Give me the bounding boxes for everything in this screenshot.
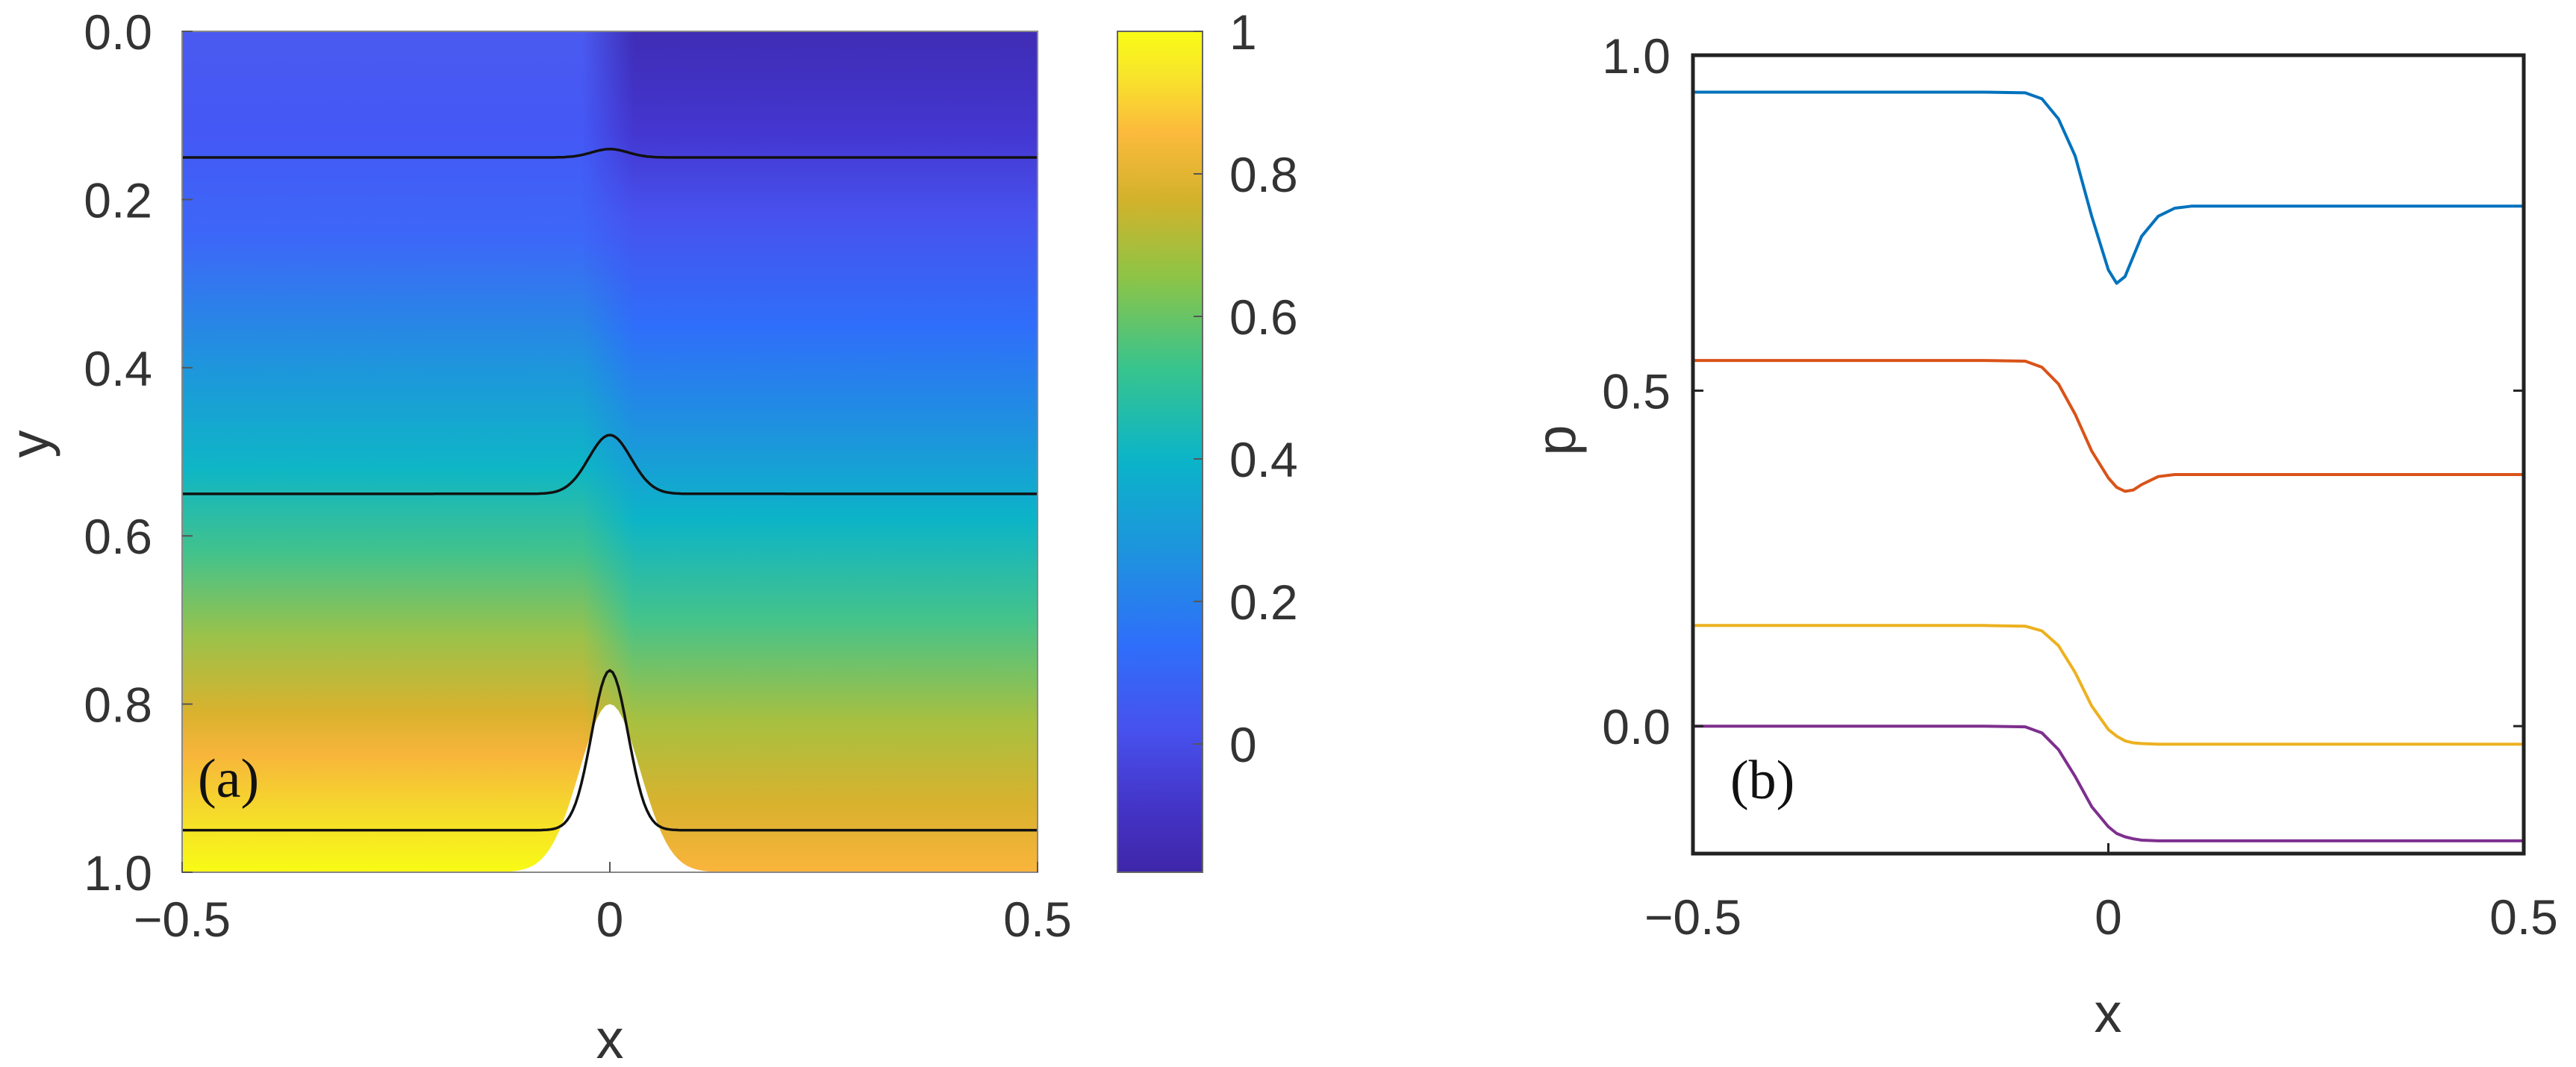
y-tick-label: 0.8 xyxy=(84,678,152,733)
heatmap xyxy=(182,31,1038,872)
y-axis-label-b: p xyxy=(1525,425,1587,455)
series-line xyxy=(1693,90,2524,285)
colorbar-tick-label: 0 xyxy=(1229,717,1257,772)
obstacle-shape xyxy=(182,704,1038,872)
y-tick-label: 1.0 xyxy=(1602,28,1671,84)
plot-area-b xyxy=(1693,55,2524,854)
x-tick-label: 0 xyxy=(2095,889,2122,945)
x-axis-ticks-b: −0.5 0 0.5 xyxy=(1644,843,2558,945)
colorbar-gradient xyxy=(1117,31,1203,873)
y-tick-label: 0.0 xyxy=(1602,699,1671,754)
series-line xyxy=(1693,624,2524,746)
contour-lines xyxy=(182,148,1038,832)
colorbar: 1 0.8 0.6 0.4 0.2 0 xyxy=(1117,4,1298,873)
x-tick-label: 0 xyxy=(596,892,624,947)
colorbar-tick-label: 0.6 xyxy=(1229,290,1298,345)
colorbar-tick-label: 1 xyxy=(1229,4,1257,60)
y-tick-label: 0.6 xyxy=(84,509,152,564)
series-line xyxy=(1693,725,2524,842)
y-tick-label: 0.5 xyxy=(1602,364,1671,419)
y-axis-ticks: 0.0 0.2 0.4 0.6 0.8 1.0 xyxy=(84,4,193,901)
panel-label-a: (a) xyxy=(198,748,259,810)
y-tick-label: 0.4 xyxy=(84,341,152,396)
y-axis-label: y xyxy=(0,431,60,458)
line-series xyxy=(1693,90,2524,842)
contour-line xyxy=(182,434,1038,495)
panel-b: −0.5 0 0.5 0.0 0.5 1.0 x p (b) xyxy=(1525,28,2558,1044)
colorbar-tick-label: 0.8 xyxy=(1229,147,1298,202)
x-tick-label: 0.5 xyxy=(1003,892,1072,947)
y-tick-label: 1.0 xyxy=(84,845,152,901)
x-axis-label: x xyxy=(596,1008,624,1067)
x-tick-label: 0.5 xyxy=(2489,889,2558,945)
panel-a: −0.5 0 0.5 0.0 0.2 0.4 0.6 0.8 1.0 x y (a) xyxy=(0,4,1072,1067)
series-line xyxy=(1693,359,2524,493)
contour-line xyxy=(182,148,1038,159)
y-axis-ticks-b: 0.0 0.5 1.0 xyxy=(1602,28,2524,754)
x-tick-label: −0.5 xyxy=(1644,889,1741,945)
x-axis-label-b: x xyxy=(2095,982,2122,1044)
x-axis-ticks: −0.5 0 0.5 xyxy=(134,862,1072,947)
x-tick-label: −0.5 xyxy=(134,892,231,947)
y-tick-label: 0.0 xyxy=(84,4,152,60)
colorbar-tick-label: 0.4 xyxy=(1229,432,1298,487)
panel-label-b: (b) xyxy=(1730,750,1794,811)
colorbar-tick-label: 0.2 xyxy=(1229,575,1298,630)
y-tick-label: 0.2 xyxy=(84,172,152,228)
contour-line xyxy=(182,669,1038,832)
colorbar-ticks: 1 0.8 0.6 0.4 0.2 0 xyxy=(1194,4,1298,772)
